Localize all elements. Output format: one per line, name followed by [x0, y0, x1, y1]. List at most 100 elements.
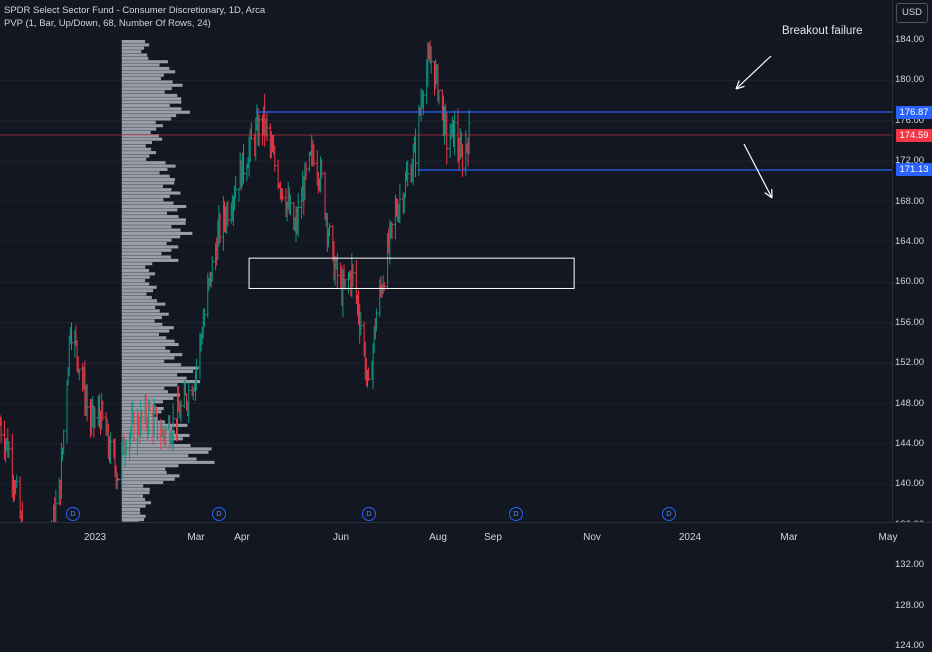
- price-tick-label: 152.00: [895, 357, 929, 369]
- volume-profile-row: [122, 306, 156, 309]
- chart-area[interactable]: [0, 0, 932, 550]
- price-tick-label: 144.00: [895, 438, 929, 450]
- volume-profile-row: [122, 356, 175, 359]
- volume-profile-row: [122, 279, 145, 282]
- price-tick-label: 168.00: [895, 196, 929, 208]
- volume-profile-row: [122, 481, 163, 484]
- volume-profile-row: [122, 178, 175, 181]
- volume-profile-row: [122, 299, 157, 302]
- volume-profile-row: [122, 175, 170, 178]
- volume-profile-row: [122, 383, 178, 386]
- volume-profile-row: [122, 370, 193, 373]
- volume-profile-row: [122, 377, 187, 380]
- volume-profile-row: [122, 323, 163, 326]
- volume-profile-row: [122, 74, 164, 77]
- volume-profile-row: [122, 272, 155, 275]
- volume-profile-row: [122, 208, 178, 211]
- dividend-marker[interactable]: D: [662, 507, 676, 521]
- price-tick-label: 160.00: [895, 276, 929, 288]
- volume-profile-row: [122, 252, 162, 255]
- volume-profile-row: [122, 346, 166, 349]
- symbol-title[interactable]: SPDR Select Sector Fund - Consumer Discr…: [4, 4, 265, 17]
- volume-profile-row: [122, 340, 175, 343]
- dividend-marker[interactable]: D: [66, 507, 80, 521]
- price-tick-label: 148.00: [895, 398, 929, 410]
- volume-profile-row: [122, 444, 191, 447]
- volume-profile-row: [122, 373, 177, 376]
- price-tick-label: 164.00: [895, 236, 929, 248]
- volume-profile-row: [122, 225, 172, 228]
- volume-profile-row: [122, 192, 181, 195]
- currency-button[interactable]: USD: [896, 3, 928, 23]
- volume-profile-row: [122, 319, 155, 322]
- volume-profile-row: [122, 218, 186, 221]
- price-tick-label: 184.00: [895, 34, 929, 46]
- volume-profile-row: [122, 343, 179, 346]
- volume-profile-row: [122, 505, 146, 508]
- volume-profile-row: [122, 185, 163, 188]
- volume-profile-row: [122, 387, 165, 390]
- volume-profile-row: [122, 326, 174, 329]
- volume-profile-row: [122, 451, 209, 454]
- volume-profile-row: [122, 407, 164, 410]
- ohlc-bar: [414, 129, 417, 178]
- volume-profile-row: [122, 296, 152, 299]
- volume-profile-row: [122, 84, 183, 87]
- volume-profile-row: [122, 198, 164, 201]
- volume-profile-row: [122, 94, 177, 97]
- volume-profile-row: [122, 404, 154, 407]
- volume-profile-row: [122, 518, 144, 521]
- volume-profile-row: [122, 511, 140, 514]
- volume-profile-row: [122, 266, 146, 269]
- volume-profile-row: [122, 158, 146, 161]
- volume-profile-row: [122, 367, 199, 370]
- ohlc-bar: [66, 380, 69, 444]
- volume-profile-row: [122, 313, 169, 316]
- price-tick-label: 156.00: [895, 317, 929, 329]
- volume-profile-row: [122, 117, 171, 120]
- volume-profile-row: [122, 262, 153, 265]
- price-chart[interactable]: [0, 0, 892, 522]
- volume-profile-row: [122, 488, 150, 491]
- volume-profile-row: [122, 87, 172, 90]
- breakout-failure-label[interactable]: Breakout failure: [782, 25, 863, 37]
- volume-profile-row: [122, 498, 145, 501]
- price-tick-label: 124.00: [895, 640, 929, 652]
- volume-profile-row: [122, 148, 151, 151]
- volume-profile-row: [122, 138, 162, 141]
- volume-profile-row: [122, 80, 173, 83]
- dividend-marker[interactable]: D: [362, 507, 376, 521]
- volume-profile-row: [122, 484, 143, 487]
- volume-profile-row: [122, 491, 150, 494]
- dividend-marker[interactable]: D: [212, 507, 226, 521]
- volume-profile-row: [122, 427, 172, 430]
- dividend-marker[interactable]: D: [509, 507, 523, 521]
- volume-profile-row: [122, 128, 156, 131]
- volume-profile-row: [122, 474, 180, 477]
- target-arrow: [744, 144, 772, 198]
- volume-profile-row: [122, 515, 146, 518]
- volume-profile-row: [122, 144, 146, 147]
- breakout-arrow: [736, 56, 771, 89]
- volume-profile-row: [122, 40, 145, 43]
- volume-profile-row: [122, 107, 182, 110]
- volume-profile-row: [122, 353, 183, 356]
- volume-profile-row: [122, 309, 160, 312]
- time-tick-label: Apr: [234, 532, 250, 543]
- volume-profile-row: [122, 101, 182, 104]
- volume-profile-row: [122, 222, 186, 225]
- price-tag: 176.87: [896, 106, 932, 119]
- volume-profile-row: [122, 303, 166, 306]
- volume-profile-row: [122, 64, 160, 67]
- volume-profile-row: [122, 57, 149, 60]
- volume-profile-row: [122, 67, 170, 70]
- target-arrow-shaft: [744, 144, 772, 198]
- indicator-title[interactable]: PVP (1, Bar, Up/Down, 68, Number Of Rows…: [4, 17, 265, 30]
- volume-profile-row: [122, 50, 142, 53]
- ohlc-bar: [238, 188, 241, 201]
- time-tick-label: 2023: [84, 532, 106, 543]
- volume-profile-row: [122, 508, 140, 511]
- volume-profile-row: [122, 53, 147, 56]
- volume-profile-row: [122, 151, 156, 154]
- volume-profile-row: [122, 97, 181, 100]
